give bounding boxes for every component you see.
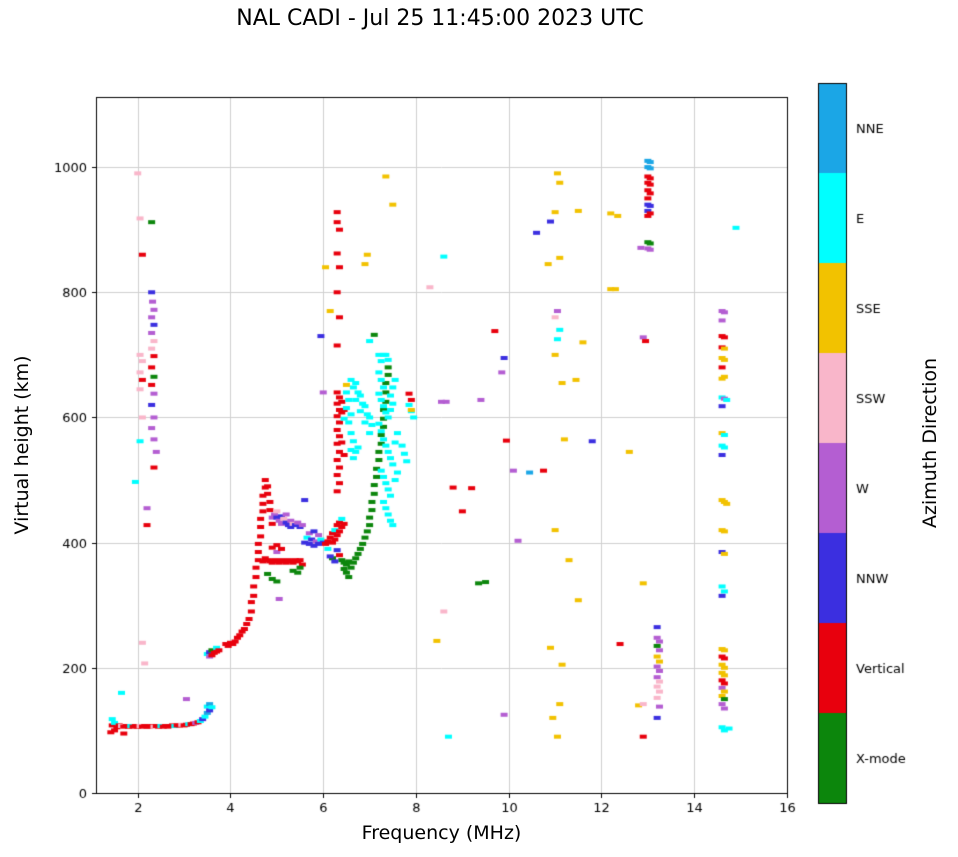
colorbar-label: Azimuth Direction — [919, 357, 941, 529]
x-axis-label: Frequency (MHz) — [361, 822, 522, 844]
y-axis-label: Virtual height (km) — [11, 355, 33, 535]
